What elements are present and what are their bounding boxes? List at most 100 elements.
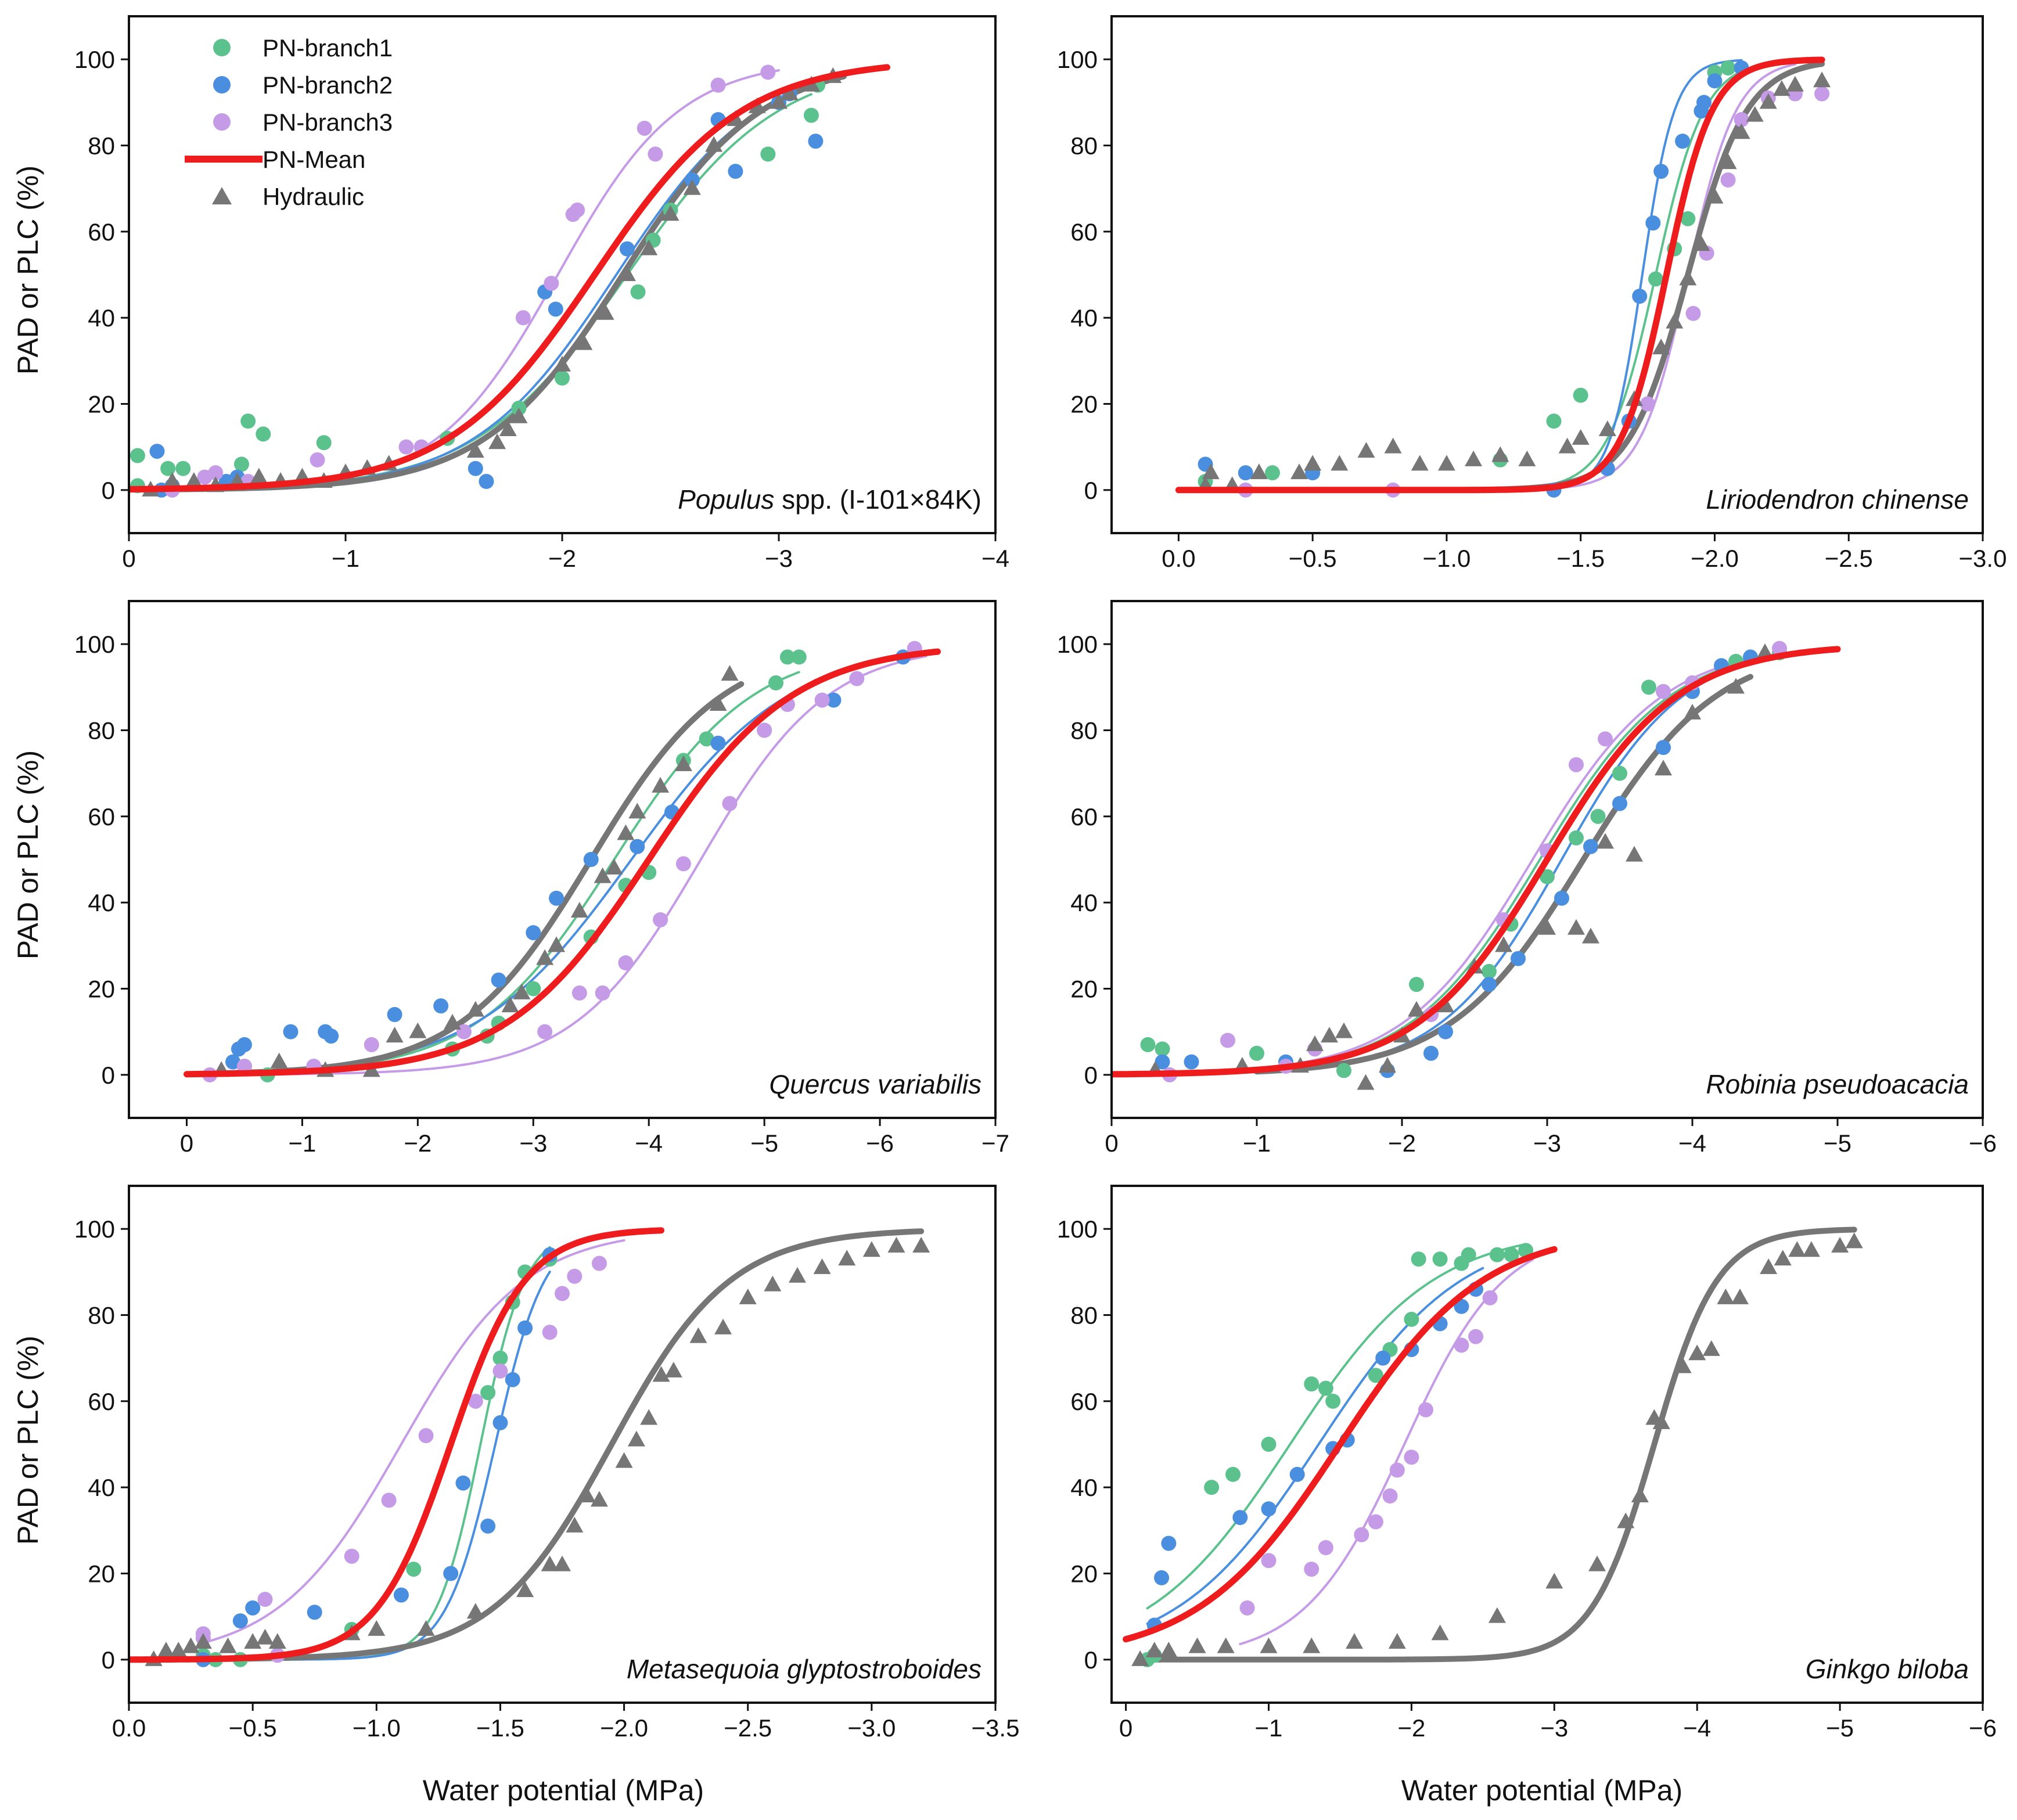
y-tick-label: 100 — [74, 631, 115, 658]
legend-entry-hyd: Hydraulic — [212, 183, 364, 210]
point-b3 — [542, 1325, 558, 1340]
point-b3 — [1318, 1540, 1333, 1555]
point-b1 — [256, 426, 271, 442]
point-b1 — [1680, 211, 1696, 226]
x-tick-label: −2.0 — [1691, 545, 1739, 572]
point-hyd — [466, 442, 484, 458]
point-b1 — [1482, 963, 1497, 979]
fit-curve-b2 — [1146, 1267, 1484, 1625]
y-tick-label: 0 — [102, 1062, 115, 1089]
point-b2 — [468, 461, 483, 476]
point-b1 — [1249, 1045, 1264, 1061]
point-hyd — [640, 239, 658, 256]
y-tick-label: 60 — [1070, 218, 1098, 246]
point-b3 — [591, 1256, 607, 1271]
legend-marker-b2 — [213, 76, 231, 93]
point-hyd — [1188, 1637, 1206, 1653]
x-tick-label: −1.5 — [476, 1714, 524, 1742]
point-b2 — [1289, 1466, 1305, 1482]
point-hyd — [1774, 1250, 1792, 1266]
x-tick-label: −2.5 — [724, 1714, 772, 1742]
point-b2 — [728, 164, 743, 179]
point-b3 — [344, 1548, 359, 1564]
x-tick-label: −5 — [750, 1130, 778, 1157]
point-b3 — [595, 985, 610, 1001]
panel-populus: 0 −1 −2 −3 −4 0 20 40 60 80 100 Populus spp. (I-101… — [74, 15, 1009, 572]
point-hyd — [513, 983, 531, 999]
point-hyd — [1260, 1637, 1278, 1653]
species-label: Populus spp. (I-101×84K) — [678, 484, 981, 515]
x-tick-label: 0.0 — [112, 1714, 146, 1742]
point-b1 — [779, 649, 795, 665]
y-tick-label: 60 — [1070, 803, 1098, 830]
point-b3 — [648, 146, 663, 162]
species-name: Quercus variabilis — [769, 1069, 981, 1099]
x-tick-label: −6 — [866, 1130, 894, 1157]
point-hyd — [516, 1581, 534, 1598]
point-b2 — [1438, 1024, 1453, 1040]
point-b3 — [1220, 1033, 1235, 1048]
point-hyd — [1290, 463, 1308, 480]
x-tick-label: −4 — [1683, 1714, 1711, 1742]
point-b1 — [526, 981, 541, 997]
point-b2 — [583, 852, 599, 867]
point-hyd — [770, 93, 788, 109]
point-b3 — [1685, 305, 1701, 321]
point-b3 — [537, 1024, 553, 1040]
point-hyd — [1786, 75, 1804, 92]
point-b3 — [208, 465, 224, 481]
point-b3 — [710, 77, 726, 93]
point-hyd — [1679, 269, 1697, 286]
x-tick-label: −1 — [1243, 1130, 1271, 1157]
plot-area — [129, 1227, 930, 1667]
point-b2 — [492, 1415, 508, 1430]
panel-metasequoia: 0.0 −0.5 −1.0 −1.5 −2.0 −2.5 −3.0 −3.5 0 20 40 60 80… — [74, 1185, 1019, 1742]
point-hyd — [714, 1318, 732, 1335]
point-b2 — [1554, 890, 1569, 906]
x-tick-label: −2 — [1388, 1130, 1416, 1157]
point-b1 — [791, 649, 807, 665]
plot-area — [1175, 56, 1831, 498]
point-hyd — [652, 1366, 670, 1382]
point-b1 — [1504, 1247, 1519, 1263]
point-b1 — [1612, 765, 1627, 781]
point-hyd — [570, 902, 588, 918]
point-b3 — [814, 692, 830, 708]
legend-marker-b1 — [213, 39, 231, 56]
x-tick-label: 0 — [1105, 1130, 1118, 1157]
point-hyd — [605, 858, 623, 875]
y-tick-label: 80 — [88, 1302, 115, 1329]
point-hyd — [1572, 429, 1590, 445]
point-hyd — [617, 824, 635, 840]
point-b3 — [618, 955, 634, 970]
point-b2 — [505, 1372, 520, 1387]
point-b1 — [1336, 1063, 1351, 1078]
point-hyd — [1491, 446, 1509, 462]
point-hyd — [705, 136, 723, 152]
point-hyd — [1802, 1241, 1820, 1257]
x-axis-title-right: Water potential (MPa) — [1401, 1774, 1682, 1807]
y-tick-label: 0 — [102, 1646, 115, 1674]
x-tick-label: −6 — [1969, 1130, 1997, 1157]
point-b3 — [1720, 172, 1736, 188]
point-hyd — [1617, 1512, 1635, 1528]
point-hyd — [409, 1022, 427, 1038]
legend-marker-hyd — [212, 187, 232, 204]
x-tick-label: −2.5 — [1825, 545, 1873, 572]
point-b2 — [283, 1024, 299, 1040]
legend: PN-branch1 PN-branch2 PN-branch3 PN-Mean… — [185, 34, 393, 210]
point-hyd — [1558, 437, 1576, 454]
species-name: Liriodendron chinense — [1706, 484, 1969, 515]
x-tick-label: −3 — [1540, 1714, 1568, 1742]
y-tick-label: 40 — [88, 1474, 115, 1501]
point-hyd — [1408, 1001, 1425, 1017]
point-hyd — [640, 1409, 658, 1425]
point-hyd — [674, 755, 692, 771]
plot-frame — [1110, 15, 1984, 534]
point-b1 — [1140, 1037, 1156, 1052]
point-hyd — [194, 1633, 212, 1649]
point-hyd — [466, 1001, 484, 1017]
point-b3 — [760, 64, 776, 80]
point-b2 — [1653, 164, 1669, 179]
x-tick-label: −5 — [1824, 1130, 1851, 1157]
